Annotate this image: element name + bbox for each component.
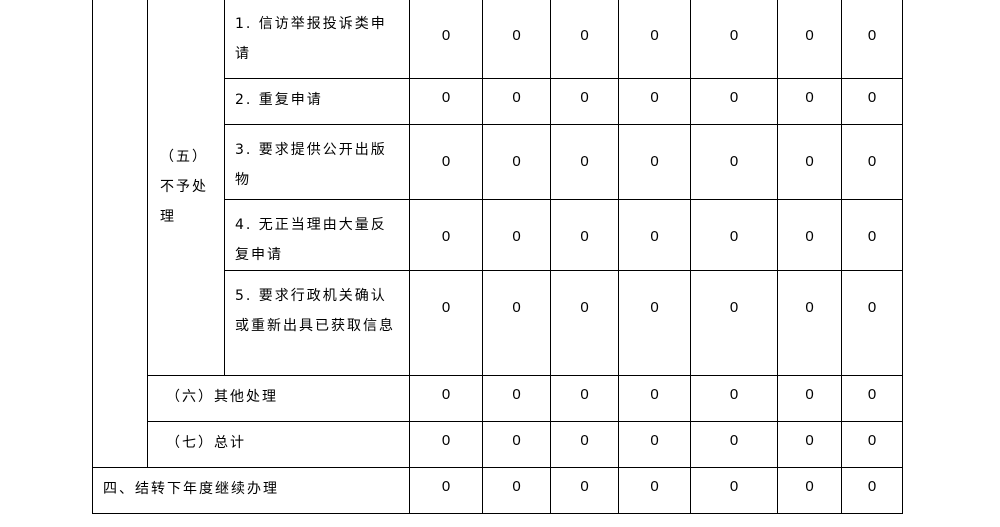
table-row: 四、结转下年度继续办理 0 0 0 0 0 0 0 xyxy=(92,467,903,514)
table-row: （六）其他处理 0 0 0 0 0 0 0 xyxy=(93,375,903,422)
value-cell: 0 xyxy=(482,421,551,468)
value-cell: 0 xyxy=(409,124,483,200)
value-cell: 0 xyxy=(777,375,842,422)
value-cell: 0 xyxy=(482,78,551,125)
value-cell: 0 xyxy=(690,78,778,125)
value-cell: 0 xyxy=(841,78,903,125)
value-cell: 0 xyxy=(841,375,903,422)
value-cell: 0 xyxy=(482,0,551,79)
value-cell: 0 xyxy=(777,124,842,200)
value-cell: 0 xyxy=(690,421,778,468)
value-cell: 0 xyxy=(618,78,691,125)
value-cell: 0 xyxy=(409,78,483,125)
value-cell: 0 xyxy=(618,0,691,79)
value-cell: 0 xyxy=(409,199,483,271)
table-row: （五）不予处理 1. 信访举报投诉类申请 0 0 0 0 0 0 0 xyxy=(92,0,903,468)
value-cell: 0 xyxy=(409,421,483,468)
value-cell: 0 xyxy=(777,199,842,271)
value-cell: 0 xyxy=(482,270,551,376)
value-cell: 0 xyxy=(690,375,778,422)
table-row: 2. 重复申请 0 0 0 0 0 0 0 xyxy=(93,78,903,125)
value-cell: 0 xyxy=(690,467,778,514)
value-cell: 0 xyxy=(618,421,691,468)
value-cell: 0 xyxy=(482,124,551,200)
value-cell: 0 xyxy=(618,375,691,422)
category-label: （七）总计 xyxy=(147,421,410,468)
value-cell: 0 xyxy=(482,467,551,514)
value-cell: 0 xyxy=(482,375,551,422)
value-cell: 0 xyxy=(690,199,778,271)
value-cell: 0 xyxy=(841,270,903,376)
item-label: 4. 无正当理由大量反复申请 xyxy=(224,199,410,271)
value-cell: 0 xyxy=(777,270,842,376)
value-cell: 0 xyxy=(550,270,619,376)
value-cell: 0 xyxy=(409,270,483,376)
value-cell: 0 xyxy=(690,270,778,376)
table-row: 4. 无正当理由大量反复申请 0 0 0 0 0 0 0 xyxy=(93,199,903,271)
value-cell: 0 xyxy=(841,0,903,79)
value-cell: 0 xyxy=(618,467,691,514)
item-label: 1. 信访举报投诉类申请 xyxy=(224,0,410,79)
statistics-table: （五）不予处理 1. 信访举报投诉类申请 0 0 0 0 0 0 0 2. 重复申请 0 0 0 0 0 0 0… xyxy=(92,0,903,514)
value-cell: 0 xyxy=(777,0,842,79)
value-cell: 0 xyxy=(550,199,619,271)
item-label: 5. 要求行政机关确认或重新出具已获取信息 xyxy=(224,270,410,376)
section-3-cell xyxy=(92,0,148,468)
value-cell: 0 xyxy=(690,124,778,200)
table-row: （七）总计 0 0 0 0 0 0 0 xyxy=(93,421,903,468)
value-cell: 0 xyxy=(690,0,778,79)
value-cell: 0 xyxy=(618,199,691,271)
value-cell: 0 xyxy=(841,124,903,200)
value-cell: 0 xyxy=(777,467,842,514)
value-cell: 0 xyxy=(409,0,483,79)
value-cell: 0 xyxy=(550,0,619,79)
value-cell: 0 xyxy=(550,421,619,468)
category-label: （五）不予处理 xyxy=(147,0,225,376)
section-label: 四、结转下年度继续办理 xyxy=(92,467,410,514)
value-cell: 0 xyxy=(618,124,691,200)
value-cell: 0 xyxy=(550,375,619,422)
item-label: 3. 要求提供公开出版物 xyxy=(224,124,410,200)
table-row: 5. 要求行政机关确认或重新出具已获取信息 0 0 0 0 0 0 0 xyxy=(93,270,903,376)
value-cell: 0 xyxy=(482,199,551,271)
value-cell: 0 xyxy=(777,78,842,125)
value-cell: 0 xyxy=(841,199,903,271)
value-cell: 0 xyxy=(841,421,903,468)
value-cell: 0 xyxy=(550,78,619,125)
value-cell: 0 xyxy=(409,467,483,514)
value-cell: 0 xyxy=(550,467,619,514)
category-label: （六）其他处理 xyxy=(147,375,410,422)
value-cell: 0 xyxy=(409,375,483,422)
item-label: 2. 重复申请 xyxy=(224,78,410,125)
value-cell: 0 xyxy=(841,467,903,514)
value-cell: 0 xyxy=(550,124,619,200)
value-cell: 0 xyxy=(777,421,842,468)
table-row: 3. 要求提供公开出版物 0 0 0 0 0 0 0 xyxy=(93,124,903,200)
value-cell: 0 xyxy=(618,270,691,376)
